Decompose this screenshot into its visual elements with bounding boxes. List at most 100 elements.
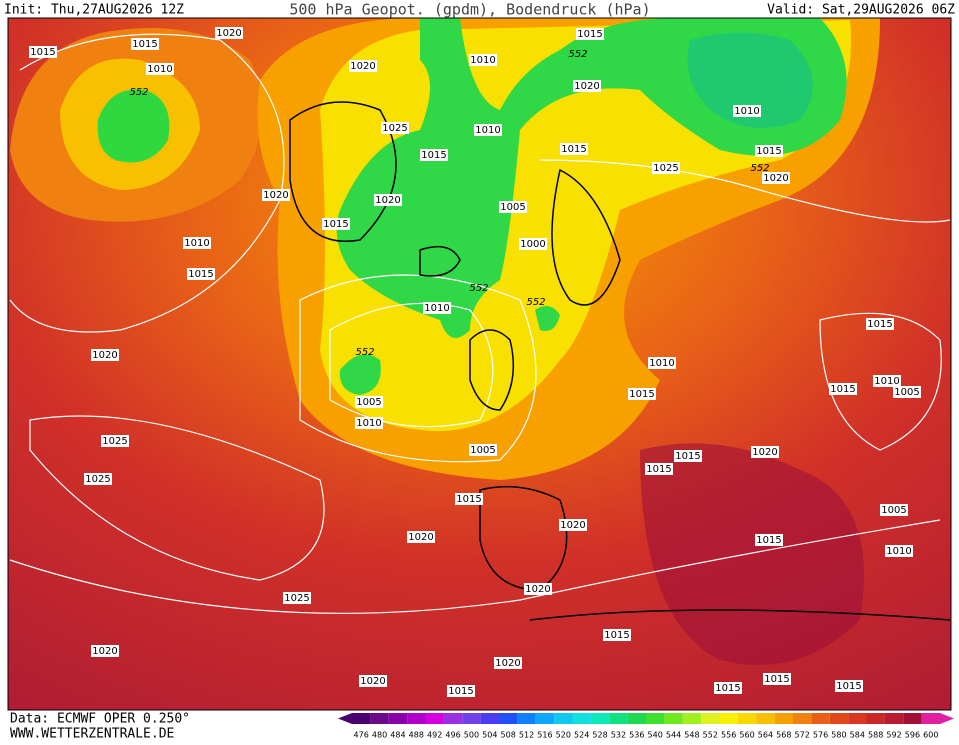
isobar-label-box bbox=[648, 357, 676, 369]
isobar-label-box bbox=[423, 302, 451, 314]
isobar-label-box bbox=[183, 237, 211, 249]
legend-tick-label: 520 bbox=[556, 731, 571, 740]
isobar-label: 1020 bbox=[92, 646, 117, 657]
isobar-label-box bbox=[381, 122, 409, 134]
isobar-label: 1010 bbox=[475, 125, 500, 136]
isobar-label-box bbox=[474, 124, 502, 136]
legend-tick-label: 508 bbox=[501, 731, 516, 740]
map-title: 500 hPa Geopot. (gpdm), Bodendruck (hPa) bbox=[289, 1, 650, 19]
isobar-label-box bbox=[101, 435, 129, 447]
legend-tick-label: 524 bbox=[574, 731, 589, 740]
isobar-label-box bbox=[714, 682, 742, 694]
isobar-label: 1010 bbox=[886, 546, 911, 557]
isobar-label-box bbox=[829, 383, 857, 395]
isobar-label-box bbox=[322, 218, 350, 230]
legend-tick-label: 532 bbox=[611, 731, 626, 740]
legend-tick-label: 592 bbox=[886, 731, 901, 740]
legend-swatch bbox=[811, 713, 830, 724]
isobar-label: 1015 bbox=[756, 146, 781, 157]
legend-swatch bbox=[480, 713, 499, 724]
isobar-label: 1015 bbox=[188, 269, 213, 280]
legend-tick-label: 580 bbox=[831, 731, 846, 740]
isobar-label-box bbox=[494, 657, 522, 669]
legend-swatch bbox=[462, 713, 481, 724]
legend-swatch bbox=[829, 713, 849, 724]
isobar-label: 1010 bbox=[874, 376, 899, 387]
isobar-label: 1025 bbox=[382, 123, 407, 134]
isobar-label: 1005 bbox=[356, 397, 381, 408]
isobar-label-box bbox=[420, 149, 448, 161]
isobar-label-box bbox=[885, 545, 913, 557]
legend-swatch bbox=[719, 713, 738, 724]
isobar-label-box bbox=[91, 349, 119, 361]
isobars bbox=[9, 33, 951, 614]
isobar-label-box bbox=[84, 473, 112, 485]
legend-swatch bbox=[627, 713, 646, 724]
legend-tick-label: 536 bbox=[629, 731, 644, 740]
color-legend: 476 480 484 488 492 496 500 504 508 512 516 520 524 5… bbox=[338, 713, 954, 740]
isobar-label-box bbox=[262, 189, 290, 201]
isobar-label-box bbox=[407, 531, 435, 543]
legend-arrow-right bbox=[940, 713, 954, 724]
geopotential-label: 552 bbox=[750, 163, 769, 174]
legend-swatch bbox=[535, 713, 555, 724]
isobar-label: 1020 bbox=[408, 532, 433, 543]
legend-tick-label: 600 bbox=[923, 731, 938, 740]
isobar-label: 1010 bbox=[649, 358, 674, 369]
isobar-label: 1025 bbox=[653, 163, 678, 174]
legend-tick-label: 488 bbox=[409, 731, 424, 740]
isobar-label: 1010 bbox=[470, 55, 495, 66]
map-labels: 1015 1015 1020 1010 1020 1010 1015 1020 1025 1010… bbox=[29, 27, 921, 697]
legend-tick-label: 496 bbox=[445, 731, 460, 740]
isobar-label: 1020 bbox=[360, 676, 385, 687]
legend-tick-label: 552 bbox=[703, 731, 718, 740]
legend-swatch bbox=[425, 713, 444, 724]
isobar-label-box bbox=[762, 172, 790, 184]
isobar-label: 1015 bbox=[456, 494, 481, 505]
field bbox=[97, 89, 170, 163]
isobar-label-box bbox=[674, 450, 702, 462]
isobar-label-box bbox=[893, 386, 921, 398]
legend-tick-label: 500 bbox=[464, 731, 479, 740]
geopotential-label: 552 bbox=[526, 297, 545, 308]
legend-tick-label: 584 bbox=[850, 731, 865, 740]
legend-swatch bbox=[407, 713, 426, 724]
legend-swatch bbox=[793, 713, 812, 724]
legend-swatch bbox=[590, 713, 610, 724]
legend-swatch bbox=[664, 713, 683, 724]
isobar-label: 1010 bbox=[147, 64, 172, 75]
isobar-label: 1005 bbox=[470, 445, 495, 456]
isobar-label-box bbox=[559, 519, 587, 531]
legend-tick-label: 516 bbox=[537, 731, 552, 740]
geopotential-label: 552 bbox=[355, 347, 374, 358]
isobar-label: 1015 bbox=[629, 389, 654, 400]
isobar-label: 1005 bbox=[500, 202, 525, 213]
legend-swatch bbox=[499, 713, 518, 724]
isobar-label: 1025 bbox=[85, 474, 110, 485]
isobar-label: 1015 bbox=[30, 47, 55, 58]
isobar-label-box bbox=[146, 63, 174, 75]
legend-swatch bbox=[921, 713, 940, 724]
legend-tick-label: 544 bbox=[666, 731, 681, 740]
legend-swatch bbox=[370, 713, 389, 724]
legend-swatch bbox=[848, 713, 867, 724]
isobar-label: 1015 bbox=[323, 219, 348, 230]
isobar-label-box bbox=[873, 375, 901, 387]
legend-tick-label: 556 bbox=[721, 731, 736, 740]
isobar-label: 1005 bbox=[881, 505, 906, 516]
isobar-label: 1020 bbox=[263, 190, 288, 201]
isobar-label-box bbox=[524, 583, 552, 595]
isobar-label-box bbox=[359, 675, 387, 687]
legend-swatch bbox=[774, 713, 793, 724]
isobar-label-box bbox=[573, 80, 601, 92]
legend-tick-label: 484 bbox=[390, 731, 405, 740]
isobar-label-box bbox=[880, 504, 908, 516]
legend-tick-label: 480 bbox=[372, 731, 387, 740]
isobar-label: 1015 bbox=[830, 384, 855, 395]
isobar-label: 1020 bbox=[763, 173, 788, 184]
isobar-label: 1015 bbox=[756, 535, 781, 546]
isobar-label: 1010 bbox=[734, 106, 759, 117]
isobar-label: 1015 bbox=[577, 29, 602, 40]
isobar-label: 1015 bbox=[675, 451, 700, 462]
field bbox=[687, 32, 813, 128]
